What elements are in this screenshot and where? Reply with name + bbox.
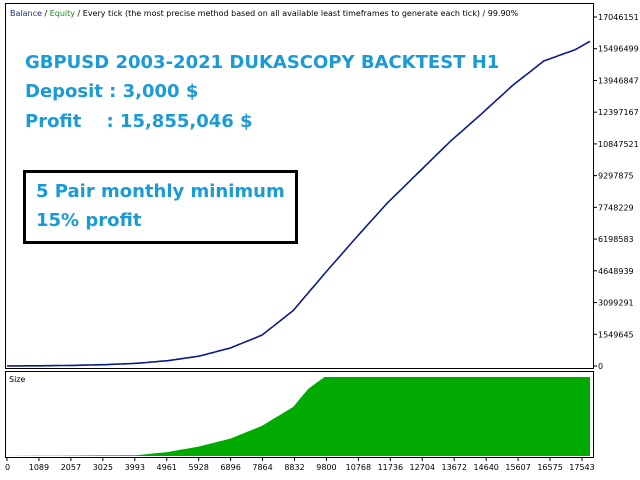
- overlay-deposit: Deposit : 3,000 $: [25, 81, 199, 102]
- chart-legend: Balance / Equity / Every tick (the most …: [10, 9, 518, 18]
- legend-description: / Every tick (the most precise method ba…: [74, 9, 519, 18]
- callout-line-1: 5 Pair monthly minimum: [36, 181, 285, 202]
- balance-line: [7, 40, 591, 367]
- y-tick-label: 13946847: [598, 76, 639, 85]
- callout-box: 5 Pair monthly minimum 15% profit: [23, 170, 298, 244]
- x-tick-label: 3993: [125, 463, 145, 472]
- y-tick-label: 10847521: [598, 140, 639, 149]
- x-tick-label: 6896: [220, 463, 240, 472]
- x-tick-label: 10768: [346, 463, 371, 472]
- y-axis: 17046151 15496499 13946847 12397167 10847521…: [593, 13, 639, 371]
- y-tick-label: 12397167: [598, 108, 639, 117]
- x-tick-label: 8832: [284, 463, 304, 472]
- size-label: Size: [9, 375, 26, 384]
- y-tick-label: 17046151: [598, 13, 639, 22]
- y-tick-label: 0: [598, 362, 603, 371]
- legend-balance: Balance: [10, 9, 42, 18]
- x-tick-label: 14640: [473, 463, 498, 472]
- y-tick-label: 4648939: [598, 267, 634, 276]
- x-tick-label: 17543: [569, 463, 594, 472]
- x-tick-label: 2057: [61, 463, 81, 472]
- x-tick-label: 0: [5, 463, 10, 472]
- y-tick-label: 9297875: [598, 172, 634, 181]
- y-tick-label: 3099291: [598, 299, 634, 308]
- x-axis: 0 1089 2057 3025 3993 4961 5928 6896 7864 8832 980…: [5, 457, 595, 472]
- x-tick-label: 12704: [410, 463, 435, 472]
- x-tick-label: 4961: [157, 463, 177, 472]
- y-tick-label: 1549645: [598, 330, 634, 339]
- overlay-title: GBPUSD 2003-2021 DUKASCOPY BACKTEST H1: [25, 52, 500, 73]
- overlay-profit: Profit : 15,855,046 $: [25, 111, 253, 132]
- legend-separator: /: [41, 9, 50, 18]
- x-tick-label: 5928: [188, 463, 208, 472]
- legend-equity: Equity: [49, 9, 75, 18]
- y-tick-label: 6198583: [598, 235, 634, 244]
- size-area: [7, 377, 590, 456]
- y-tick-label: 7748229: [598, 203, 634, 212]
- x-tick-label: 9800: [316, 463, 336, 472]
- balance-line-layer: [7, 40, 591, 367]
- x-tick-label: 7864: [252, 463, 272, 472]
- x-tick-label: 15607: [505, 463, 530, 472]
- x-tick-label: 16575: [537, 463, 562, 472]
- x-tick-label: 11736: [378, 463, 403, 472]
- x-tick-label: 3025: [93, 463, 113, 472]
- size-area-layer: [7, 377, 590, 456]
- x-tick-label: 1089: [29, 463, 49, 472]
- y-tick-label: 15496499: [598, 45, 639, 54]
- callout-line-2: 15% profit: [36, 210, 142, 231]
- x-tick-label: 13672: [441, 463, 466, 472]
